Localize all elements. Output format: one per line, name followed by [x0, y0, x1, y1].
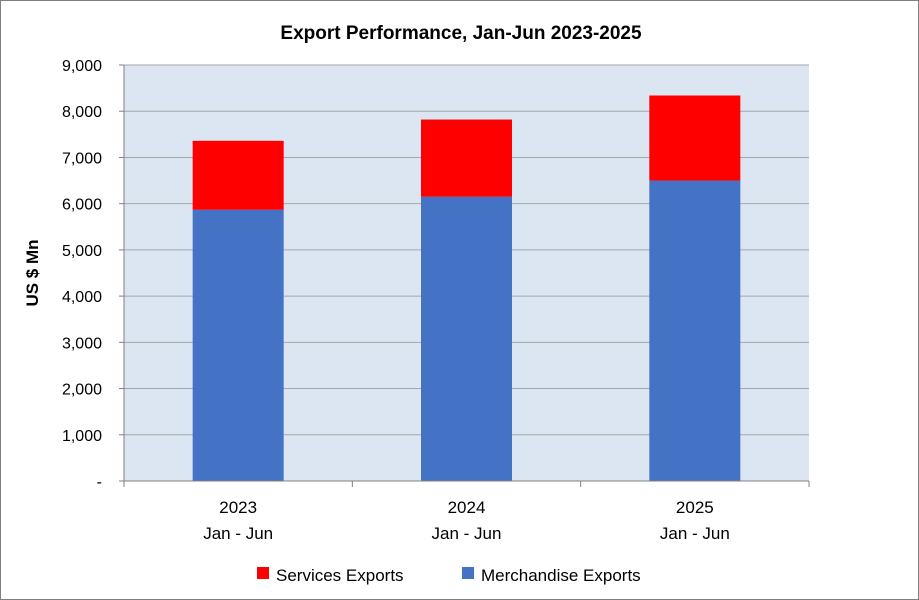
y-tick-label: 6,000	[62, 197, 102, 214]
y-tick-label: 2,000	[62, 382, 102, 399]
legend-swatch-services-exports	[257, 567, 269, 579]
bar-merchandise-exports	[649, 180, 741, 482]
legend-swatch-merchandise-exports	[462, 567, 474, 579]
x-tick-label: Jan - Jun	[203, 524, 273, 543]
y-axis-label: US $ Mn	[23, 239, 42, 306]
plot-area: - 1,000 2,000 3,000 4,000 5,000 6,000 7,000 8,00…	[62, 58, 810, 543]
bar-services-exports	[649, 95, 741, 181]
x-tick-label: Jan - Jun	[432, 524, 502, 543]
bar-merchandise-exports	[192, 209, 284, 482]
bar-services-exports	[192, 140, 284, 210]
x-tick-label: Jan - Jun	[660, 524, 730, 543]
y-tick-label: -	[97, 474, 102, 491]
chart-title: Export Performance, Jan-Jun 2023-2025	[280, 23, 642, 44]
y-tick-label: 7,000	[62, 150, 102, 167]
bar-services-exports	[421, 119, 512, 197]
y-tick-label: 8,000	[62, 104, 102, 121]
x-tick-label: 2024	[448, 498, 486, 517]
x-tick-label: 2023	[219, 498, 257, 517]
y-tick-label: 4,000	[62, 289, 102, 306]
legend-label-services-exports: Services Exports	[276, 566, 404, 585]
legend-label-merchandise-exports: Merchandise Exports	[481, 566, 641, 585]
y-tick-label: 5,000	[62, 243, 102, 260]
y-tick-label: 9,000	[62, 58, 102, 75]
x-tick-label: 2025	[676, 498, 714, 517]
y-tick-label: 1,000	[62, 428, 102, 445]
bar-merchandise-exports	[421, 196, 512, 481]
legend: Services Exports Merchandise Exports	[257, 566, 641, 585]
y-tick-label: 3,000	[62, 335, 102, 352]
